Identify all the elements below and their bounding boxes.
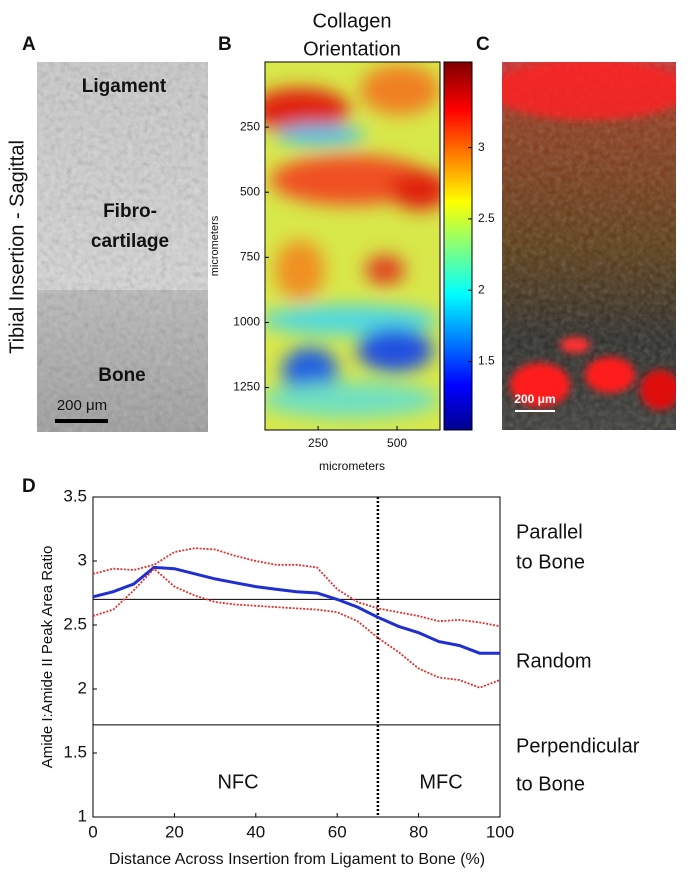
colorbar-tick-label: 2 xyxy=(478,282,485,296)
region-description: Random xyxy=(516,650,592,672)
data-line xyxy=(92,547,501,628)
region-description: to Bone xyxy=(516,551,585,573)
x-tick-label: 250 xyxy=(308,436,328,450)
panel-letter: A xyxy=(22,34,36,55)
x-tick-label: 0 xyxy=(88,822,97,841)
panel-a-image xyxy=(37,62,208,432)
region-description: Perpendicular xyxy=(516,735,640,757)
chart-title: Orientation xyxy=(303,38,401,60)
plot-frame xyxy=(92,496,501,818)
colorbar xyxy=(443,61,473,431)
x-tick-label: 80 xyxy=(409,822,428,841)
colorbar-tick-label: 2.5 xyxy=(478,211,495,225)
region-description: to Bone xyxy=(516,773,585,795)
panel-c-image xyxy=(502,62,676,430)
tissue-label: cartilage xyxy=(91,231,169,252)
side-label: Tibial Insertion - Sagittal xyxy=(6,140,28,354)
panel-letter: C xyxy=(476,34,490,55)
y-tick-label: 1 xyxy=(78,806,87,825)
tissue-label: Ligament xyxy=(82,76,167,97)
x-tick-label: 40 xyxy=(246,822,265,841)
y-tick-label: 3 xyxy=(78,550,87,569)
y-tick-label: 2 xyxy=(78,678,87,697)
data-line xyxy=(92,567,501,689)
x-tick-label: 60 xyxy=(328,822,347,841)
y-tick-label: 250 xyxy=(240,119,260,133)
chart-title: Collagen xyxy=(313,10,392,32)
panel-letter: D xyxy=(22,476,36,497)
region-label: MFC xyxy=(419,771,462,793)
tissue-label: Fibro- xyxy=(103,201,157,222)
x-axis-label: micrometers xyxy=(319,459,385,473)
y-tick-label: 1.5 xyxy=(63,742,87,761)
colorbar-tick-label: 3 xyxy=(478,140,485,154)
region-description: Parallel xyxy=(516,521,583,543)
scale-bar-label: 200 μm xyxy=(514,392,555,406)
y-tick-label: 1000 xyxy=(233,315,260,329)
y-tick-label: 3.5 xyxy=(63,486,87,505)
scale-bar-label: 200 μm xyxy=(57,397,107,414)
y-axis-label: micrometers xyxy=(209,215,221,276)
data-line xyxy=(92,565,500,655)
y-tick-label: 750 xyxy=(240,250,260,264)
y-tick-label: 1250 xyxy=(233,380,260,394)
x-tick-label: 100 xyxy=(486,822,514,841)
colorbar-tick-label: 1.5 xyxy=(478,354,495,368)
heatmap-frame xyxy=(264,61,441,431)
x-tick-label: 500 xyxy=(387,436,407,450)
y-tick-label: 2.5 xyxy=(63,614,87,633)
panel-letter: B xyxy=(218,34,232,55)
x-tick-label: 20 xyxy=(165,822,184,841)
y-axis-label: Amide I:Amide II Peak Area Ratio xyxy=(39,546,56,769)
heatmap-image xyxy=(265,62,440,430)
y-tick-label: 500 xyxy=(240,184,260,198)
x-axis-label: Distance Across Insertion from Ligament … xyxy=(109,851,485,868)
region-label: NFC xyxy=(217,771,258,793)
tissue-label: Bone xyxy=(98,365,146,386)
